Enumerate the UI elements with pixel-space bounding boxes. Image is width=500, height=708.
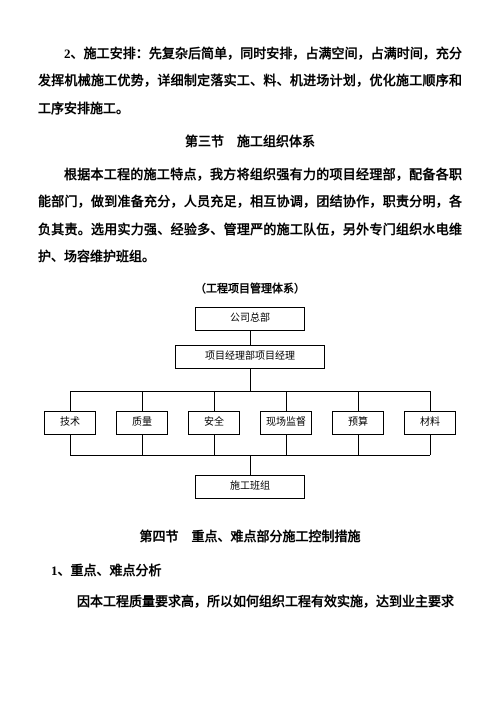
node-dept-supervision: 现场监督 [260, 411, 312, 435]
section-3-title: 第三节 施工组织体系 [38, 128, 462, 155]
paragraph-organization: 根据本工程的施工特点，我方将组织强有力的项目经理部，配备各职能部门，做到准备充分… [38, 161, 462, 270]
paragraph-arrangement: 2、施工安排：先复杂后简单，同时安排，占满空间，占满时间，充分发挥机械施工优势，… [38, 40, 462, 122]
node-dept-tech: 技术 [44, 411, 96, 435]
chart-title: （工程项目管理体系） [38, 278, 462, 301]
node-dept-material: 材料 [404, 411, 456, 435]
node-dept-budget: 预算 [332, 411, 384, 435]
subheading-analysis: 1、重点、难点分析 [38, 557, 462, 584]
node-headquarters: 公司总部 [195, 307, 305, 331]
node-dept-safety: 安全 [188, 411, 240, 435]
org-chart: 公司总部 项目经理部项目经理 技术 质量 安全 现场监督 预算 材料 施工班组 [40, 307, 460, 517]
paragraph-quality: 因本工程质量要求高，所以如何组织工程有效实施，达到业主要求 [38, 588, 462, 615]
section-4-title: 第四节 重点、难点部分施工控制措施 [38, 523, 462, 550]
node-dept-quality: 质量 [116, 411, 168, 435]
node-construction-team: 施工班组 [195, 475, 305, 499]
node-project-manager: 项目经理部项目经理 [175, 345, 325, 369]
